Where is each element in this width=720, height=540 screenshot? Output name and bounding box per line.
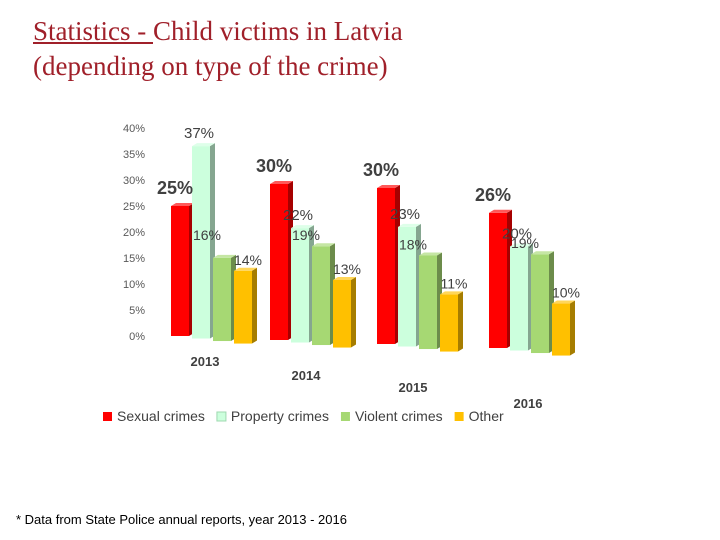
- bar-front: [489, 212, 507, 348]
- y-tick-label: 35%: [123, 149, 145, 161]
- bar-side: [570, 300, 575, 356]
- bar-top: [171, 203, 194, 206]
- bar-front: [291, 228, 309, 343]
- legend-swatch: [340, 412, 350, 421]
- data-label: 13%: [333, 261, 361, 277]
- data-label: 30%: [256, 156, 292, 176]
- data-label: 23%: [390, 206, 420, 223]
- y-tick-label: 40%: [123, 123, 145, 135]
- data-label: 22%: [283, 207, 313, 224]
- bar-front: [213, 257, 231, 342]
- bar-top: [419, 252, 442, 256]
- data-label: 16%: [193, 227, 221, 243]
- bar-top: [531, 251, 554, 255]
- data-label: 11%: [441, 275, 468, 291]
- bar-top: [398, 223, 421, 227]
- bar-top: [333, 276, 356, 280]
- bar-front: [333, 279, 351, 348]
- title-main-part: Child victims in Latvia: [153, 16, 403, 46]
- bar-top: [291, 225, 314, 229]
- y-tick-label: 25%: [123, 201, 145, 213]
- category-label: 2016: [514, 396, 543, 411]
- category-label: 2015: [399, 380, 428, 395]
- data-label: 26%: [475, 185, 511, 205]
- bar-top: [192, 143, 215, 147]
- title-underlined-part: Statistics -: [33, 16, 153, 46]
- data-label: 30%: [363, 160, 399, 180]
- data-label: 19%: [292, 227, 320, 243]
- legend-label: Property crimes: [231, 408, 329, 424]
- data-label: 14%: [234, 252, 262, 268]
- legend-label: Sexual crimes: [117, 408, 205, 424]
- bar-top: [440, 291, 463, 295]
- data-label: 20%: [502, 226, 532, 243]
- data-label: 18%: [399, 236, 427, 252]
- bar-front: [312, 246, 330, 346]
- slide-title: Statistics - Child victims in Latvia (de…: [33, 14, 693, 84]
- bar-front: [552, 303, 570, 356]
- y-tick-label: 20%: [123, 227, 145, 239]
- bar-front: [171, 206, 189, 336]
- bar-side: [252, 267, 257, 344]
- bar-top: [377, 185, 400, 188]
- bar-front: [192, 146, 210, 339]
- bar-front: [398, 226, 416, 347]
- bar-top: [213, 254, 236, 258]
- bar-front: [377, 188, 395, 344]
- bar-front: [270, 184, 288, 340]
- bar-front: [440, 294, 458, 352]
- legend-swatch: [103, 412, 112, 421]
- bar-top: [270, 181, 293, 184]
- bar-front: [510, 246, 528, 351]
- category-label: 2014: [292, 368, 322, 383]
- y-tick-label: 5%: [129, 305, 145, 317]
- bar-front: [419, 255, 437, 350]
- legend-label: Other: [469, 408, 504, 424]
- category-label: 2013: [191, 354, 220, 369]
- title-subtitle-line: (depending on type of the crime): [33, 51, 388, 81]
- bar-top: [234, 267, 257, 271]
- y-tick-label: 15%: [123, 253, 145, 265]
- bar-top: [312, 243, 335, 247]
- footnote: * Data from State Police annual reports,…: [16, 512, 347, 527]
- data-label: 37%: [184, 125, 214, 142]
- data-label: 25%: [157, 178, 193, 198]
- bar-top: [489, 209, 512, 213]
- bar-front: [531, 254, 549, 354]
- legend-swatch: [216, 411, 227, 422]
- bar-top: [510, 243, 533, 247]
- bar-side: [458, 291, 463, 352]
- y-tick-label: 30%: [123, 175, 145, 187]
- y-tick-label: 0%: [129, 331, 145, 343]
- bar-front: [234, 270, 252, 344]
- data-label: 10%: [552, 285, 580, 301]
- data-label: 19%: [511, 235, 539, 251]
- legend-label: Violent crimes: [355, 408, 443, 424]
- y-tick-label: 10%: [123, 279, 145, 291]
- legend-swatch: [454, 412, 464, 421]
- bar-top: [552, 300, 575, 304]
- bar-side: [351, 276, 356, 348]
